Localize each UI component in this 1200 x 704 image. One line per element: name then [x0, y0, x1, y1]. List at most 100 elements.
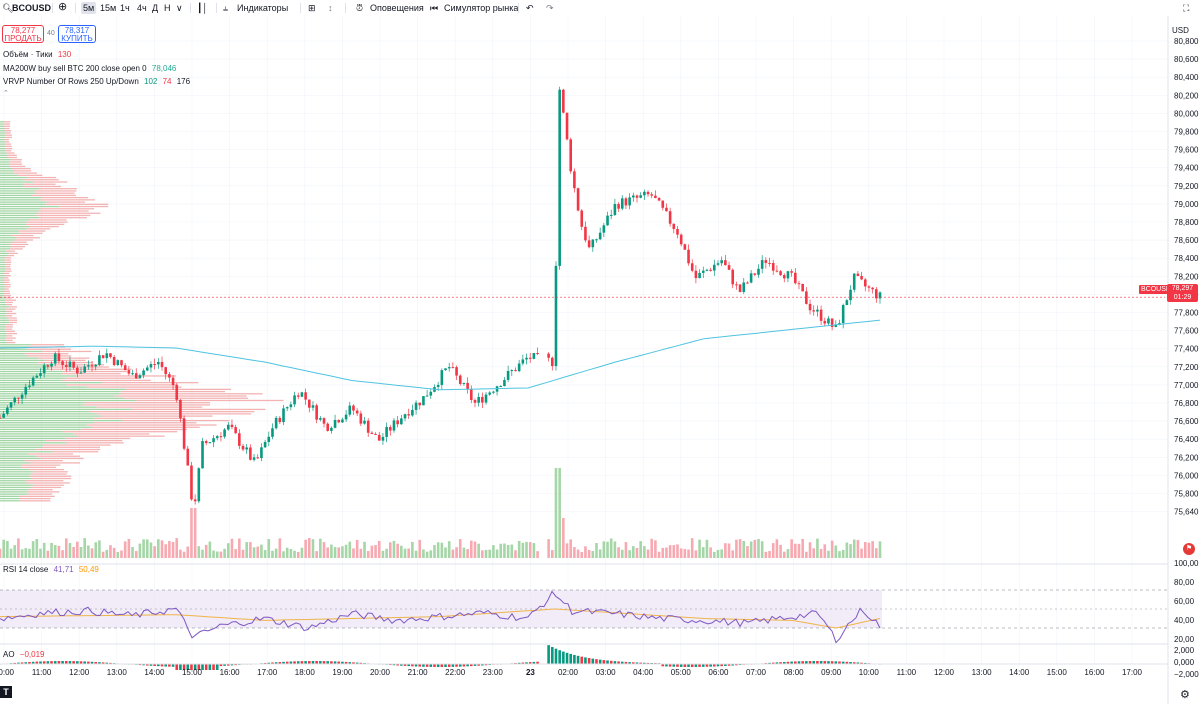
volume-bar [212, 550, 215, 558]
vrvp-legend[interactable]: VRVP Number Of Rows 250 Up/Down 102 74 1… [3, 77, 190, 86]
alerts-button[interactable]: Оповещения [370, 3, 424, 13]
ao-legend[interactable]: AO −0,019 [3, 650, 45, 659]
vrvp-row-down [13, 172, 37, 174]
vrvp-row-down [34, 190, 77, 192]
vrvp-row-down [14, 239, 33, 241]
volume-bar [447, 541, 451, 558]
time-tick-label: 11:00 [32, 668, 52, 677]
search-icon[interactable]: 🔍︎ [2, 3, 14, 13]
vrvp-row-up [0, 397, 125, 399]
rsi-tick-label: 100,00 [1174, 559, 1199, 568]
replay-icon[interactable]: ⏮︎ [430, 3, 439, 13]
ao-bar [823, 661, 827, 664]
vrvp-row-up [0, 312, 7, 315]
add-symbol-icon[interactable]: ⊕ [58, 1, 68, 13]
vrvp-row-down [30, 486, 62, 489]
volume-bar [186, 546, 190, 558]
candle-body [145, 367, 149, 371]
vrvp-row-up [0, 444, 43, 446]
vrvp-row-up [0, 275, 5, 277]
vrvp-row-up [0, 286, 5, 288]
interval-week[interactable]: Н [164, 3, 171, 13]
candle-body [197, 468, 201, 502]
time-tick-label: 13:00 [972, 668, 993, 677]
price-tick-label: 78,800 [1174, 218, 1199, 227]
volume-bar [863, 542, 867, 558]
candle-body [665, 207, 668, 212]
candle-body [134, 373, 138, 379]
fullscreen-icon[interactable]: ⛶ [1183, 3, 1190, 13]
vrvp-row-up [0, 464, 22, 466]
indicators-button[interactable]: Индикаторы [237, 3, 289, 13]
interval-day[interactable]: Д [152, 3, 159, 13]
vrvp-row-down [5, 339, 13, 341]
ao-bar [31, 661, 35, 664]
collapse-icon[interactable]: ⌃ [3, 90, 9, 97]
vrvp-row-up [0, 297, 5, 299]
vrvp-row-down [114, 395, 247, 397]
layout-grid-icon[interactable]: ⊞ [308, 3, 316, 13]
interval-1h[interactable]: 1ч [120, 3, 130, 13]
volume-legend[interactable]: Объём · Тики 130 [3, 50, 71, 59]
time-axis[interactable]: 10:00 11:00 12:00 13:00 14:00 15:00 16:00 17:00… [0, 668, 1143, 677]
interval-5m[interactable]: 5м [81, 2, 97, 14]
candle-body [182, 418, 186, 449]
sell-button[interactable]: 78,277 ПРОДАТЬ [2, 25, 44, 43]
volume-legend-value: 130 [57, 50, 72, 59]
candle-body [816, 309, 819, 312]
price-tick-label: 80,200 [1174, 91, 1199, 100]
flag-icon[interactable]: ⚑ [1183, 543, 1195, 555]
vrvp-row-up [0, 357, 39, 359]
candle-body [694, 270, 698, 279]
ao-bar [50, 661, 53, 664]
price-chart[interactable]: 80,800 80,600 80,400 80,200 80,000 79,800 79,6… [0, 16, 1200, 704]
time-tick-label: 19:00 [332, 668, 353, 677]
candles-icon[interactable]: ┃│ [197, 3, 209, 13]
price-tick-label: 75,800 [1174, 490, 1199, 499]
settings-icon[interactable]: ⚙︎ [1180, 689, 1190, 701]
ao-bar [591, 658, 595, 664]
price-tick-label: 77,600 [1174, 327, 1199, 336]
volume-bar [481, 550, 484, 558]
ao-bar [819, 661, 823, 664]
symbol-search[interactable]: BCOUSD [12, 3, 52, 13]
price-axis[interactable]: 80,800 80,600 80,400 80,200 80,000 79,800 79,6… [1174, 37, 1199, 517]
volume-bar [742, 540, 746, 558]
volume-bar [558, 468, 561, 558]
vrvp-row-up [0, 442, 67, 444]
interval-4h[interactable]: 4ч [137, 3, 147, 13]
ma-legend[interactable]: MA200W buy sell BTC 200 close open 0 78,… [3, 64, 176, 73]
volume-bar [363, 541, 366, 558]
rsi-legend[interactable]: RSI 14 close 41,71 50,49 [3, 565, 99, 574]
vrvp-row-down [80, 428, 187, 431]
interval-15m[interactable]: 15м [100, 3, 117, 13]
more-icon[interactable]: ↕ [328, 3, 333, 13]
volume-bar [860, 548, 863, 558]
replay-button[interactable]: Симулятор рынка [444, 3, 519, 13]
candle-body [175, 385, 179, 400]
ao-bar [396, 664, 399, 666]
ao-bar [20, 662, 24, 664]
chevron-down-icon[interactable]: ∨ [176, 3, 183, 13]
undo-icon[interactable]: ↶ [526, 3, 534, 13]
candle-body [742, 282, 746, 292]
currency-selector[interactable]: USD [1172, 26, 1189, 35]
vrvp-row-down [4, 297, 13, 299]
buy-button[interactable]: 78,317 КУПИТЬ [58, 25, 96, 43]
candle-body [738, 284, 742, 292]
ao-bar [838, 661, 841, 664]
redo-icon[interactable]: ↷ [546, 3, 554, 13]
ao-bar [76, 661, 79, 664]
candle-body [256, 457, 260, 459]
vrvp-row-down [3, 290, 10, 292]
indicators-icon[interactable]: ⫨ [223, 3, 229, 13]
ao-bar [687, 664, 690, 667]
volume-bar [134, 551, 138, 558]
volume-bar [127, 538, 131, 558]
candle-body [388, 427, 392, 431]
ao-bar [716, 664, 720, 667]
alarm-icon[interactable]: ⏰︎ [356, 3, 364, 13]
tradingview-logo[interactable]: T [0, 686, 12, 698]
candle-body [690, 263, 694, 271]
vrvp-row-up [0, 319, 9, 321]
